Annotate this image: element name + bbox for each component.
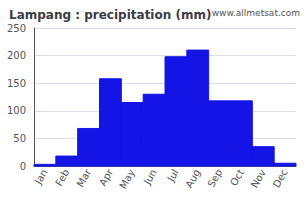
svg-text:150: 150 [7,78,26,89]
svg-text:Jul: Jul [165,167,181,184]
svg-text:250: 250 [7,23,26,34]
svg-text:Nov: Nov [249,167,268,189]
svg-text:Apr: Apr [97,166,116,187]
svg-text:www.allmetsat.com: www.allmetsat.com [212,8,300,18]
svg-text:50: 50 [13,133,26,144]
svg-text:Lampang : precipitation (mm): Lampang : precipitation (mm) [9,8,211,22]
svg-text:May: May [117,167,137,190]
svg-text:200: 200 [7,50,26,61]
svg-text:Jun: Jun [141,167,159,187]
svg-text:Oct: Oct [228,167,246,188]
svg-text:Feb: Feb [53,167,71,188]
svg-text:Dec: Dec [271,167,290,189]
svg-text:0: 0 [20,161,26,172]
svg-text:Sep: Sep [205,167,224,189]
svg-text:Jan: Jan [32,167,50,187]
svg-text:Aug: Aug [183,167,202,189]
svg-text:Mar: Mar [74,166,93,189]
svg-text:100: 100 [7,105,26,116]
